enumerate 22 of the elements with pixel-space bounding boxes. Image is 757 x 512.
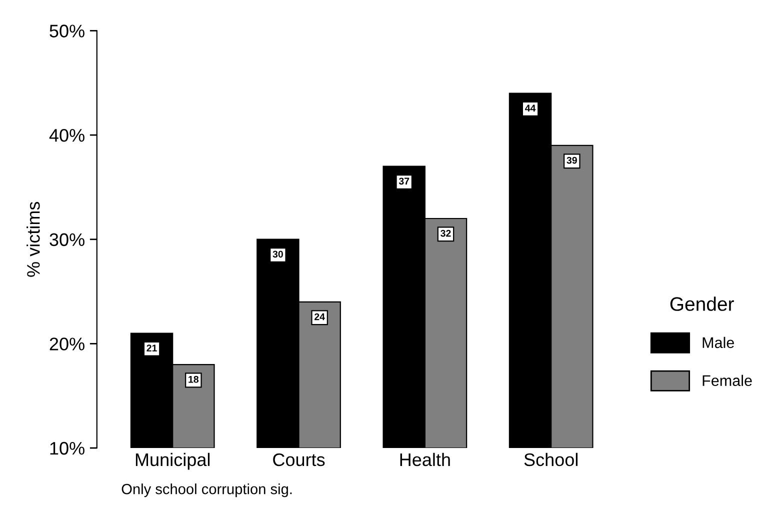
x-tick-label: Courts: [273, 453, 325, 466]
y-tick-label: 30%: [50, 233, 84, 246]
data-label: 21: [146, 344, 157, 352]
data-label: 37: [398, 178, 410, 185]
y-tick-label: 50%: [50, 24, 84, 38]
y-tick-label: 10%: [50, 442, 84, 455]
y-tick-label: 20%: [50, 338, 84, 350]
x-tick-label: Health: [400, 452, 450, 466]
legend-label: Female: [702, 374, 752, 386]
data-label: 30: [272, 250, 283, 258]
data-label: 44: [525, 104, 536, 112]
data-label: 24: [314, 313, 325, 320]
data-label: 39: [566, 156, 577, 164]
legend-label: Male: [702, 336, 734, 348]
x-tick-label: School: [524, 452, 578, 466]
data-label: 18: [188, 376, 199, 383]
y-tick-label: 40%: [49, 128, 84, 142]
text: Only school corruption sig.: [122, 484, 292, 498]
data-label: 32: [440, 230, 451, 237]
y-axis-title: % victims: [26, 202, 40, 277]
x-tick-label: Municipal: [136, 452, 210, 470]
legend-title: Gender: [670, 296, 734, 311]
